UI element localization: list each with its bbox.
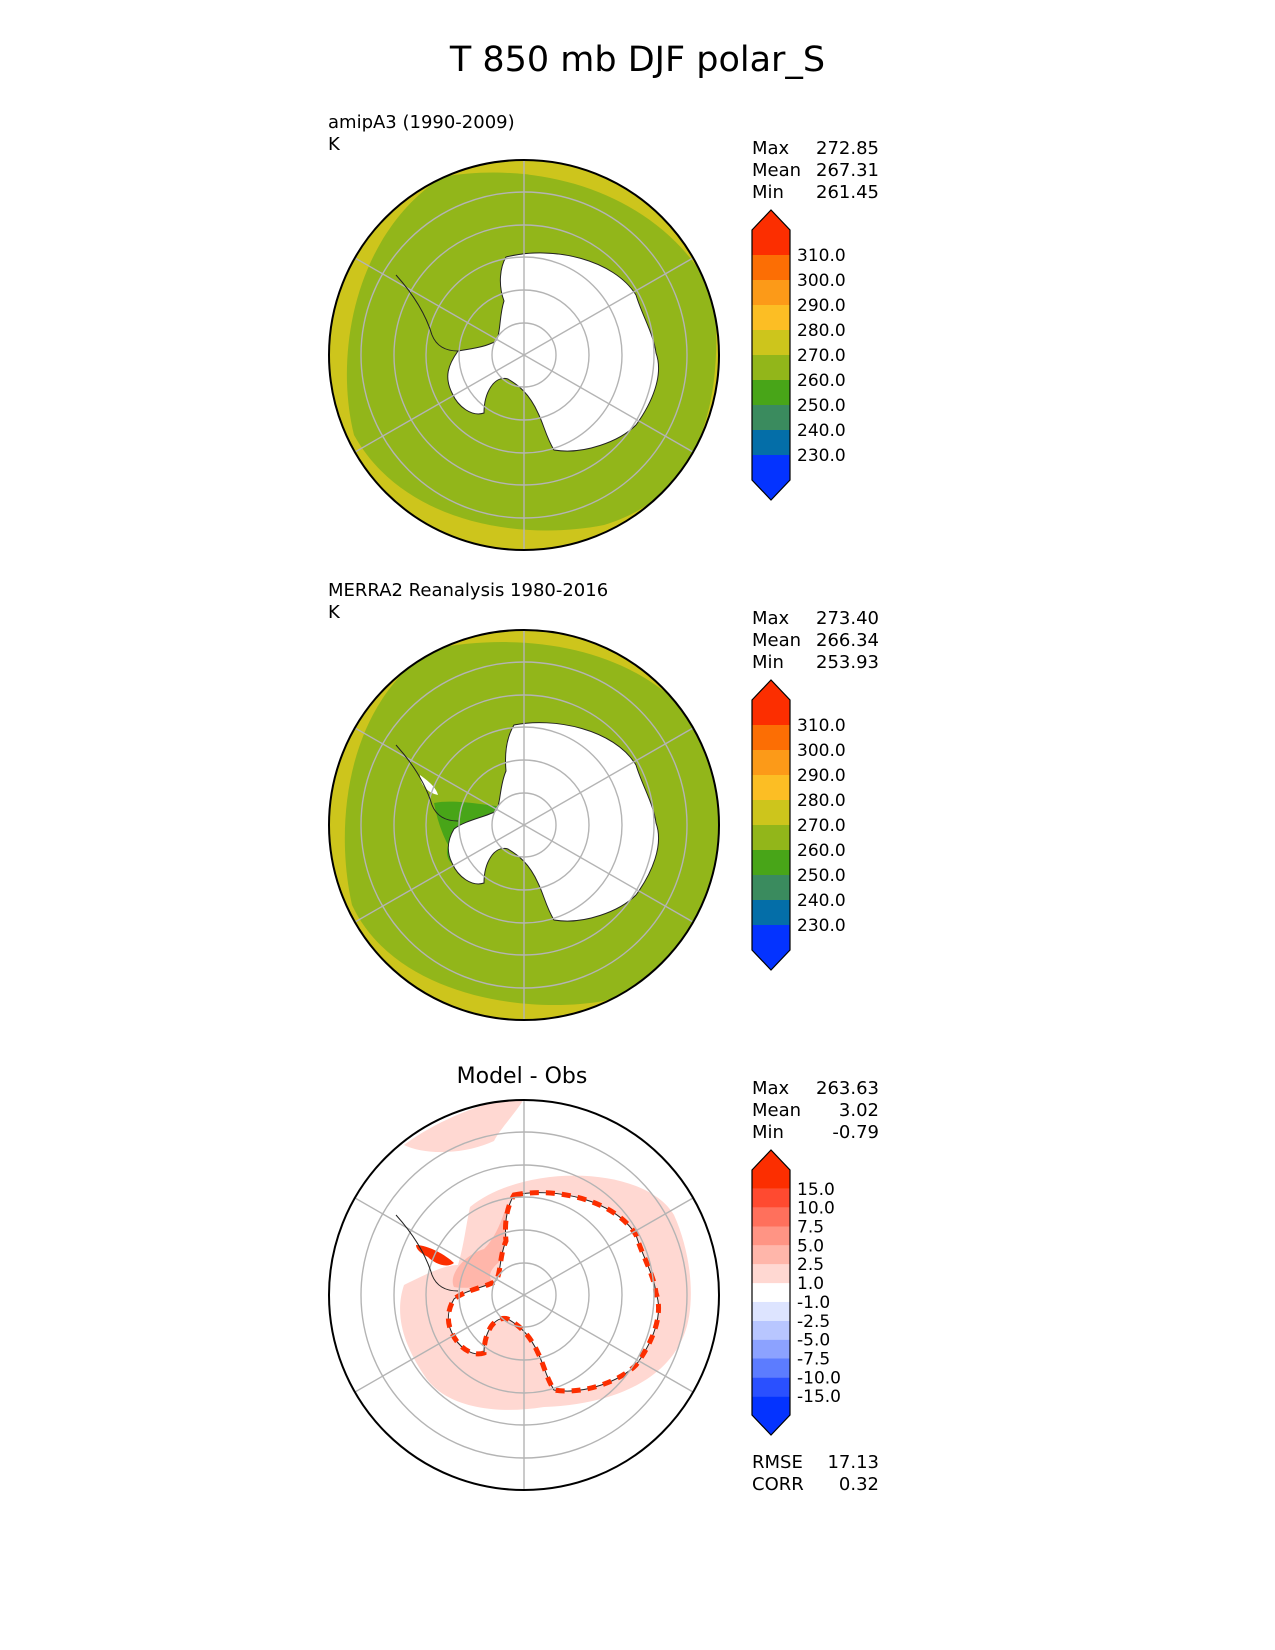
colorbar-tick-label: -15.0 (797, 1387, 841, 1407)
colorbar-tick-label: -5.0 (797, 1331, 830, 1351)
colorbar-segment (752, 875, 790, 900)
colorbar-tick-label: 7.5 (797, 1218, 824, 1238)
colorbar-tick-label: -7.5 (797, 1349, 830, 1369)
colorbar-segment (752, 825, 790, 850)
obs-colorbar: 230.0 240.0 250.0 260.0 270.0 280.0 290.0 300.0… (751, 679, 846, 971)
colorbar-tick-label: 250.0 (797, 396, 846, 416)
stat-max: Max 273.40 (752, 608, 879, 629)
stat-min: Min 253.93 (752, 652, 879, 673)
colorbar-tick-label: -1.0 (797, 1293, 830, 1313)
colorbar-segment (752, 775, 790, 800)
colorbar-tick-label: 240.0 (797, 421, 846, 441)
colorbar-tick-label: 250.0 (797, 866, 846, 886)
obs-map (328, 629, 720, 1021)
stat-max: Max 263.63 (752, 1078, 879, 1099)
colorbar-tick-label: 230.0 (797, 916, 846, 936)
colorbar-segment (752, 1377, 790, 1397)
colorbar-tick-label: 260.0 (797, 371, 846, 391)
colorbar-segment (752, 1283, 790, 1302)
colorbar-tick-label: 10.0 (797, 1199, 835, 1219)
model-name: amipA3 (1990-2009) (328, 112, 515, 133)
colorbar-outline (751, 209, 791, 501)
colorbar-segment (752, 1358, 790, 1378)
model-map (328, 159, 720, 551)
diff-title: Model - Obs (456, 1064, 588, 1089)
colorbar-outline (751, 679, 791, 971)
model-colorbar: 230.0 240.0 250.0 260.0 270.0 280.0 290.0 300.0… (751, 209, 846, 501)
colorbar-segment (752, 330, 790, 355)
colorbar-segment (752, 1150, 790, 1189)
colorbar-segment (752, 1188, 790, 1208)
colorbar-segment (752, 725, 790, 750)
model-units: K (328, 134, 340, 155)
stat-mean: Mean 266.34 (752, 630, 879, 651)
colorbar-segment (752, 680, 790, 725)
colorbar-segment (752, 1207, 790, 1227)
colorbar-outline (751, 1149, 791, 1436)
colorbar-tick-label: -10.0 (797, 1368, 841, 1388)
figure-title: T 850 mb DJF polar_S (449, 40, 826, 80)
colorbar-tick-label: 5.0 (797, 1236, 824, 1256)
diff-stats: Max 263.63 Mean 3.02 Min -0.79 (752, 1078, 879, 1144)
obs-units: K (328, 602, 340, 623)
colorbar-tick-label: 270.0 (797, 816, 846, 836)
metric-rmse: RMSE 17.13 (752, 1452, 879, 1473)
obs-stats: Max 273.40 Mean 266.34 Min 253.93 (752, 608, 879, 674)
colorbar-segment (752, 800, 790, 825)
colorbar-tick-label: 240.0 (797, 891, 846, 911)
grid (354, 160, 694, 550)
colorbar-segment (752, 380, 790, 405)
model-label: amipA3 (1990-2009) K (328, 112, 515, 156)
colorbar-tick-label: 2.5 (797, 1255, 824, 1275)
obs-name: MERRA2 Reanalysis 1980-2016 (328, 580, 609, 601)
stat-max: Max 272.85 (752, 138, 879, 159)
metric-corr: CORR 0.32 (752, 1474, 879, 1495)
model-stats: Max 272.85 Mean 267.31 Min 261.45 (752, 138, 879, 204)
colorbar-tick-label: 310.0 (797, 246, 846, 266)
colorbar-segment (752, 405, 790, 430)
colorbar-segment (752, 925, 790, 970)
colorbar-tick-label: 270.0 (797, 346, 846, 366)
stat-mean: Mean 3.02 (752, 1100, 879, 1121)
colorbar-segment (752, 280, 790, 305)
colorbar-segment (752, 355, 790, 380)
colorbar-segment (752, 210, 790, 255)
stat-mean: Mean 267.31 (752, 160, 879, 181)
colorbar-tick-label: 300.0 (797, 271, 846, 291)
diff-metrics: RMSE 17.13 CORR 0.32 (752, 1452, 879, 1496)
colorbar-segment (752, 1320, 790, 1340)
colorbar-segment (752, 900, 790, 925)
colorbar-tick-label: 290.0 (797, 296, 846, 316)
colorbar-tick-label: 230.0 (797, 446, 846, 466)
colorbar-tick-label: 300.0 (797, 741, 846, 761)
colorbar-segment (752, 430, 790, 455)
colorbar-segment (752, 1396, 790, 1435)
colorbar-tick-label: 290.0 (797, 766, 846, 786)
colorbar-segment (752, 1264, 790, 1284)
colorbar-segment (752, 305, 790, 330)
colorbar-segment (752, 1339, 790, 1359)
colorbar-tick-label: 260.0 (797, 841, 846, 861)
colorbar-segment (752, 455, 790, 500)
colorbar-segment (752, 1301, 790, 1321)
colorbar-tick-label: 310.0 (797, 716, 846, 736)
colorbar-tick-label: 280.0 (797, 321, 846, 341)
colorbar-tick-label: 280.0 (797, 791, 846, 811)
colorbar-segment (752, 255, 790, 280)
colorbar-tick-label: -2.5 (797, 1312, 830, 1332)
stat-min: Min 261.45 (752, 182, 879, 203)
colorbar-tick-label: 15.0 (797, 1180, 835, 1200)
colorbar-tick-label: 1.0 (797, 1274, 824, 1294)
diff-colorbar: -15.0-10.0-7.5-5.0-2.5-1.01.02.55.07.510… (751, 1149, 841, 1436)
stat-min: Min -0.79 (752, 1122, 879, 1143)
diff-map (328, 1099, 720, 1491)
colorbar-segment (752, 1226, 790, 1246)
obs-label: MERRA2 Reanalysis 1980-2016 K (328, 580, 608, 624)
colorbar-segment (752, 850, 790, 875)
colorbar-segment (752, 750, 790, 775)
colorbar-segment (752, 1245, 790, 1265)
